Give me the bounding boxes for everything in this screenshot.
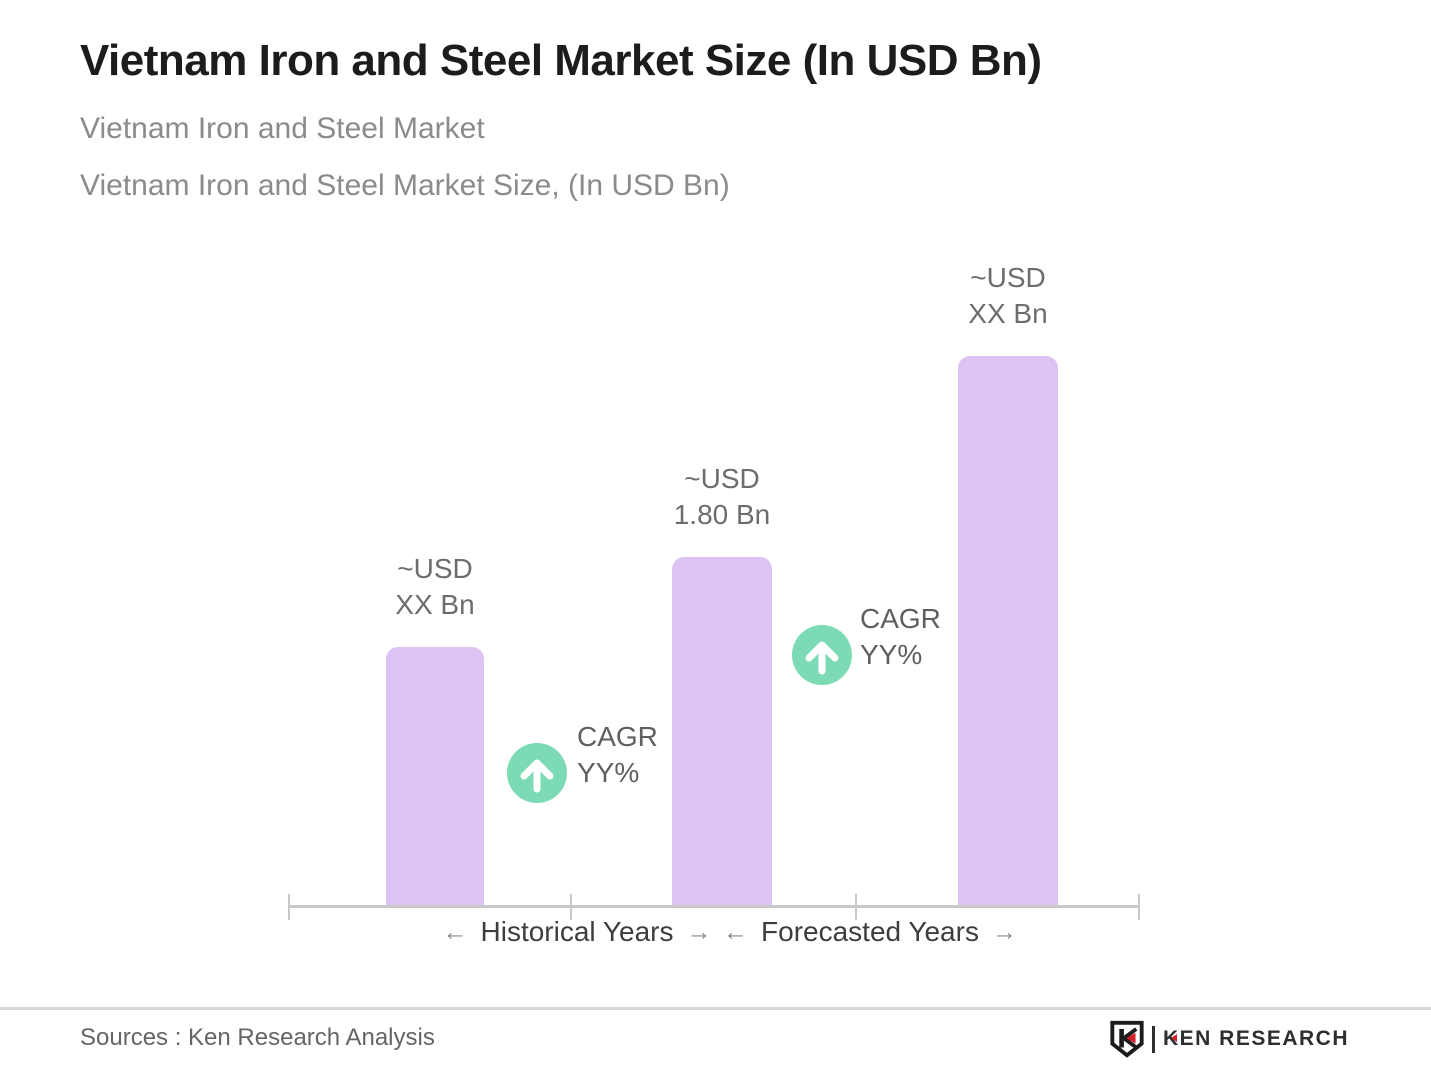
bar-value-label: ~USD XX Bn (315, 551, 555, 623)
cagr-annotation: CAGR YY% (860, 601, 941, 673)
ken-research-shield-icon (1110, 1020, 1144, 1058)
x-axis-line (288, 905, 1140, 908)
footer-divider (0, 1007, 1431, 1010)
x-axis-group-forecasted: ← Forecasted Years → (723, 916, 1017, 948)
growth-up-arrow-icon (792, 625, 852, 685)
left-arrow-icon: ← (442, 917, 468, 946)
x-axis-tick (570, 894, 572, 920)
bar (672, 557, 772, 907)
x-axis-group-label: Historical Years (480, 916, 674, 947)
x-axis-tick (288, 894, 290, 920)
logo-separator (1151, 1025, 1155, 1053)
bar-value-line-2: XX Bn (395, 589, 475, 620)
right-arrow-icon: → (991, 917, 1017, 946)
growth-up-arrow-icon (507, 743, 567, 803)
cagr-label: CAGR (577, 721, 658, 752)
bar-value-line-2: 1.80 Bn (673, 499, 771, 530)
chart-subtitle-2: Vietnam Iron and Steel Market Size, (In … (80, 169, 730, 202)
left-arrow-icon: ← (723, 917, 749, 946)
logo-letter-k: K (1162, 1027, 1180, 1050)
cagr-label: CAGR (860, 603, 941, 634)
bar-value-label: ~USD XX Bn (888, 260, 1128, 332)
right-arrow-icon: → (686, 917, 712, 946)
cagr-value: YY% (860, 639, 923, 670)
bar-value-line-1: ~USD (397, 553, 473, 584)
x-axis-tick (1138, 894, 1140, 920)
page-title: Vietnam Iron and Steel Market Size (In U… (80, 36, 1042, 85)
ken-research-logo: K EN RESEARCH (1110, 1019, 1349, 1059)
bar (958, 356, 1058, 907)
bar-value-line-2: XX Bn (968, 298, 1048, 329)
x-axis-group-historical: ← Historical Years → (443, 916, 712, 948)
cagr-value: YY% (577, 757, 640, 788)
logo-wordmark-rest: EN RESEARCH (1179, 1027, 1349, 1050)
bar-value-line-1: ~USD (970, 262, 1046, 293)
cagr-annotation: CAGR YY% (577, 719, 658, 791)
sources-note: Sources : Ken Research Analysis (80, 1024, 435, 1051)
x-axis-group-label: Forecasted Years (761, 916, 979, 947)
chart-subtitle-1: Vietnam Iron and Steel Market (80, 112, 485, 145)
logo-red-triangle-icon (1170, 1034, 1177, 1042)
logo-wordmark: K EN RESEARCH (1163, 1027, 1349, 1051)
bar-value-line-1: ~USD (684, 463, 760, 494)
x-axis-tick (855, 894, 857, 920)
bar-value-label: ~USD 1.80 Bn (602, 461, 842, 533)
bar (386, 647, 484, 907)
